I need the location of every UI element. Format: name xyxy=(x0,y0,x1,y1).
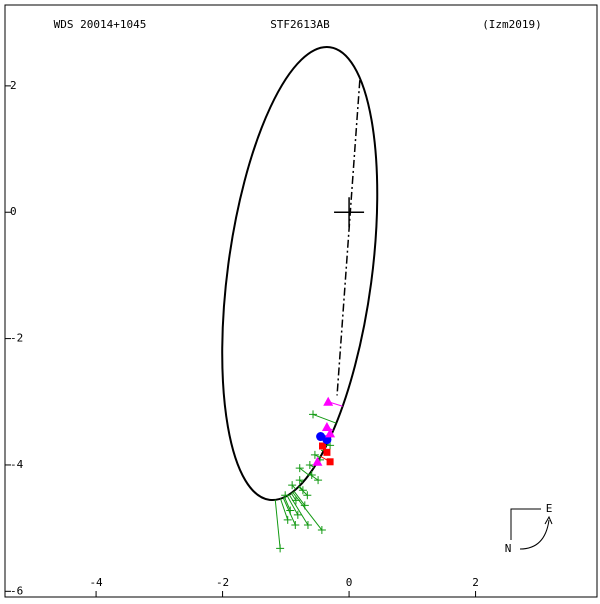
compass-east: E xyxy=(546,502,553,515)
y-tick-label: 0 xyxy=(10,205,17,218)
compass-north: N xyxy=(505,542,512,555)
wds-label: WDS 20014+1045 xyxy=(54,18,147,31)
y-tick-label: 2 xyxy=(10,79,17,92)
y-tick-label: -4 xyxy=(10,458,24,471)
residual xyxy=(275,500,280,549)
node-line xyxy=(337,80,360,395)
observation xyxy=(304,521,312,529)
observation xyxy=(276,544,284,552)
plot-frame xyxy=(5,5,597,597)
observation xyxy=(291,521,299,529)
observation xyxy=(323,397,333,406)
chart-title: STF2613AB xyxy=(270,18,330,31)
compass xyxy=(511,509,541,540)
y-tick-label: -6 xyxy=(10,584,23,597)
x-tick-label: 0 xyxy=(346,576,353,589)
x-tick-label: -2 xyxy=(216,576,229,589)
observation xyxy=(309,410,317,418)
x-tick-label: 2 xyxy=(472,576,479,589)
primary-star xyxy=(334,197,364,227)
x-tick-label: -4 xyxy=(89,576,103,589)
observation xyxy=(294,511,302,519)
observation xyxy=(327,458,334,465)
observation xyxy=(323,449,330,456)
residual xyxy=(313,414,336,423)
compass-arrow xyxy=(520,520,549,549)
orbit xyxy=(198,38,401,510)
reference-label: (Izm2019) xyxy=(482,18,542,31)
y-tick-label: -2 xyxy=(10,332,23,345)
observation xyxy=(312,457,322,466)
residual xyxy=(289,494,308,525)
residual xyxy=(300,468,309,475)
observation xyxy=(284,516,292,524)
observation xyxy=(296,464,304,472)
residual xyxy=(292,485,296,489)
observation xyxy=(314,476,322,484)
